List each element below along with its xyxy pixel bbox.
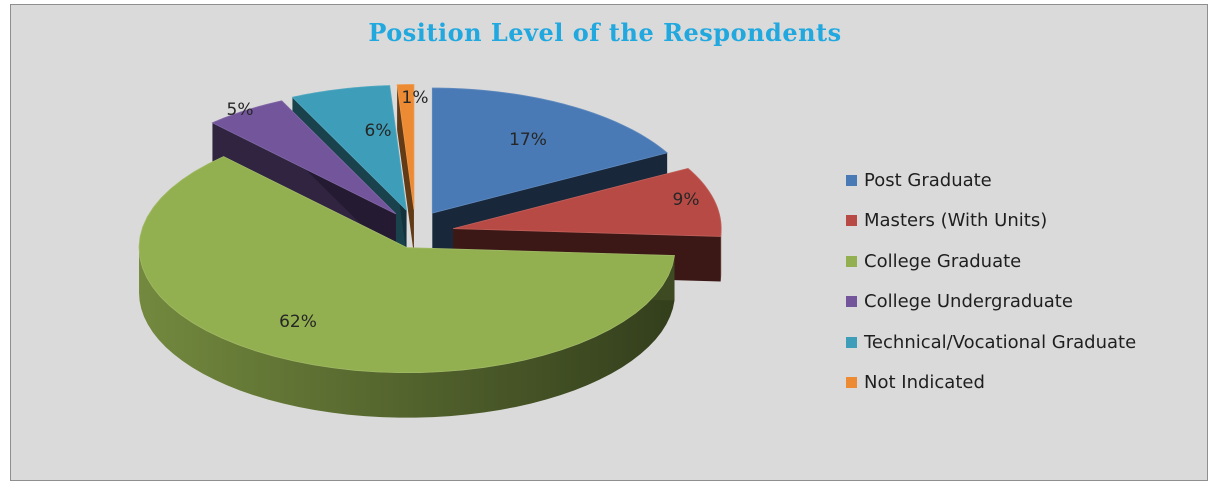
data-label: 62% <box>279 312 317 332</box>
legend-swatch <box>846 174 857 186</box>
legend-swatch <box>846 255 857 267</box>
pie-slice-cut-face <box>397 84 414 255</box>
legend-swatch <box>846 336 857 348</box>
legend-item: Post Graduate <box>846 160 1136 201</box>
pie-slice-technical-vocational-graduate <box>291 85 408 212</box>
data-label: 5% <box>227 100 254 120</box>
pie-slice-group <box>138 156 676 418</box>
data-label: 17% <box>509 130 547 150</box>
legend-label: College Graduate <box>864 250 1022 272</box>
legend-label: Technical/Vocational Graduate <box>864 331 1137 353</box>
pie-slice-college-graduate <box>138 156 676 374</box>
legend-item: Technical/Vocational Graduate <box>846 322 1136 363</box>
legend-label: College Undergraduate <box>864 291 1073 313</box>
legend-label: Post Graduate <box>864 169 992 191</box>
data-label: 9% <box>673 190 700 210</box>
pie-slice-not-indicated <box>396 84 415 210</box>
legend-item: Masters (With Units) <box>846 201 1136 242</box>
legend-swatch <box>846 215 857 227</box>
legend-swatch <box>846 377 857 389</box>
legend-item: Not Indicated <box>846 363 1136 404</box>
legend-item: College Undergraduate <box>846 282 1136 323</box>
pie-slice-college-undergraduate <box>211 100 397 215</box>
chart-title: Position Level of the Respondents <box>368 18 842 47</box>
legend-swatch <box>846 296 857 308</box>
pie-slice-side-wall <box>720 228 722 282</box>
legend-item: College Graduate <box>846 241 1136 282</box>
pie-slice-group <box>396 84 415 255</box>
legend: Post Graduate Masters (With Units) College… <box>846 160 1136 403</box>
pie-slice-side-wall <box>139 247 675 418</box>
data-label: 6% <box>365 121 392 141</box>
pie-slice-masters-with-units- <box>453 167 722 237</box>
legend-label: Masters (With Units) <box>864 210 1048 232</box>
pie-slice-post-graduate <box>431 87 669 214</box>
data-label: 1% <box>402 88 429 108</box>
legend-label: Not Indicated <box>864 372 985 394</box>
